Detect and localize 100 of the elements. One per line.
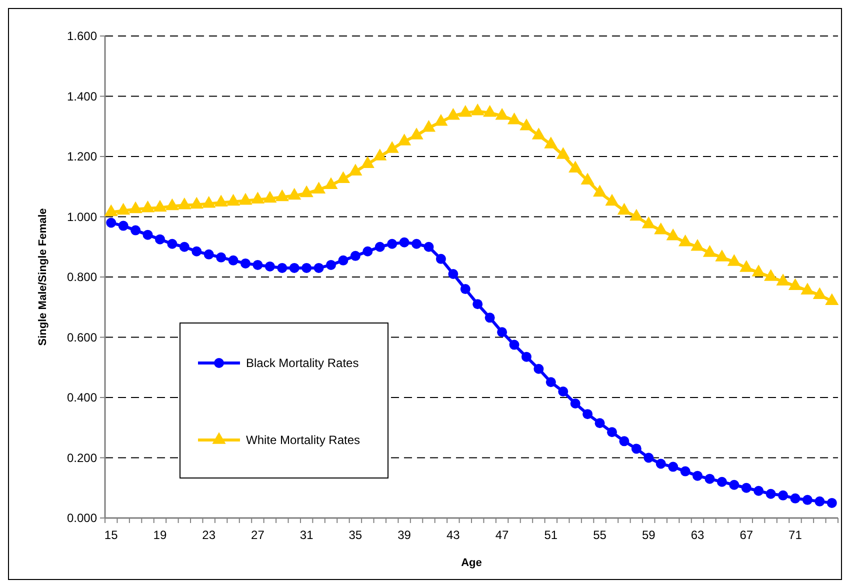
point bbox=[288, 188, 302, 200]
point bbox=[800, 282, 814, 294]
point bbox=[362, 246, 373, 256]
point bbox=[825, 293, 839, 306]
point bbox=[458, 104, 472, 117]
point bbox=[802, 494, 812, 505]
point bbox=[766, 488, 776, 499]
point bbox=[702, 245, 717, 257]
point bbox=[190, 196, 204, 209]
point bbox=[385, 141, 399, 153]
point bbox=[776, 274, 790, 286]
y-tick-label: 1.000 bbox=[66, 210, 98, 224]
point bbox=[630, 208, 644, 221]
x-tick-label: 47 bbox=[495, 528, 510, 542]
y-tick-label: 0.400 bbox=[66, 390, 98, 405]
point bbox=[153, 200, 167, 212]
point bbox=[752, 264, 766, 276]
point bbox=[178, 197, 192, 210]
point bbox=[240, 258, 250, 268]
point bbox=[509, 340, 520, 350]
legend-label: White Mortality Rates bbox=[246, 433, 360, 448]
point bbox=[106, 218, 116, 228]
point bbox=[715, 250, 729, 262]
point bbox=[592, 184, 607, 197]
x-tick-label: 35 bbox=[348, 528, 362, 542]
point bbox=[165, 198, 179, 210]
point bbox=[534, 364, 544, 374]
point bbox=[520, 118, 534, 130]
point bbox=[642, 216, 656, 228]
point bbox=[470, 103, 484, 116]
point bbox=[544, 136, 558, 148]
point bbox=[446, 108, 460, 120]
point bbox=[605, 194, 619, 206]
point bbox=[202, 196, 216, 208]
point bbox=[350, 250, 360, 261]
point bbox=[250, 192, 265, 204]
point bbox=[778, 490, 788, 500]
point bbox=[497, 327, 508, 338]
point bbox=[668, 462, 678, 472]
point bbox=[546, 377, 556, 388]
point bbox=[483, 104, 497, 117]
point bbox=[606, 427, 617, 438]
x-tick-label: 43 bbox=[446, 528, 460, 542]
point bbox=[373, 148, 387, 160]
y-tick-label: 1.400 bbox=[66, 89, 98, 104]
point bbox=[729, 480, 740, 490]
x-tick-label: 59 bbox=[642, 528, 656, 542]
point bbox=[472, 299, 483, 310]
point bbox=[275, 189, 289, 202]
point bbox=[754, 486, 764, 496]
y-tick-label: 0.200 bbox=[66, 450, 98, 465]
point bbox=[116, 202, 130, 215]
point bbox=[594, 418, 605, 428]
point bbox=[654, 222, 668, 234]
point bbox=[228, 255, 238, 266]
point bbox=[312, 182, 326, 194]
point bbox=[410, 128, 424, 140]
point bbox=[740, 260, 754, 272]
legend-label: Black Mortality Rates bbox=[246, 356, 359, 370]
point bbox=[118, 220, 128, 231]
point bbox=[631, 444, 642, 454]
point bbox=[727, 254, 741, 266]
y-tick-label: 0.800 bbox=[66, 270, 98, 284]
point bbox=[324, 177, 338, 190]
x-tick-label: 31 bbox=[300, 528, 314, 542]
point bbox=[360, 156, 374, 168]
x-tick-label: 63 bbox=[690, 528, 705, 542]
point bbox=[167, 238, 178, 249]
point bbox=[277, 262, 288, 273]
point bbox=[570, 398, 580, 409]
point bbox=[580, 172, 594, 185]
x-tick-label: 71 bbox=[788, 528, 802, 542]
point bbox=[314, 262, 324, 273]
point bbox=[398, 134, 412, 146]
point bbox=[216, 252, 226, 262]
point bbox=[716, 476, 727, 487]
point bbox=[690, 239, 704, 251]
point bbox=[289, 262, 300, 273]
point bbox=[412, 238, 422, 249]
point bbox=[436, 254, 446, 264]
point bbox=[680, 466, 690, 476]
point bbox=[264, 261, 275, 272]
y-tick-label: 0.600 bbox=[66, 330, 98, 344]
x-tick-label: 27 bbox=[251, 528, 265, 542]
y-axis-title: Single Male/Single Female bbox=[37, 208, 49, 346]
point bbox=[495, 108, 509, 120]
point bbox=[374, 242, 385, 252]
point bbox=[204, 249, 214, 260]
point bbox=[302, 262, 312, 273]
point bbox=[704, 474, 715, 484]
point bbox=[226, 194, 240, 206]
x-tick-label: 23 bbox=[202, 528, 216, 542]
point bbox=[656, 458, 666, 469]
x-axis-title: Age bbox=[461, 557, 482, 569]
point bbox=[788, 278, 802, 290]
point bbox=[300, 185, 314, 198]
point bbox=[424, 242, 434, 252]
point bbox=[130, 225, 141, 236]
point bbox=[140, 200, 155, 212]
y-tick-label: 1.200 bbox=[66, 150, 98, 164]
